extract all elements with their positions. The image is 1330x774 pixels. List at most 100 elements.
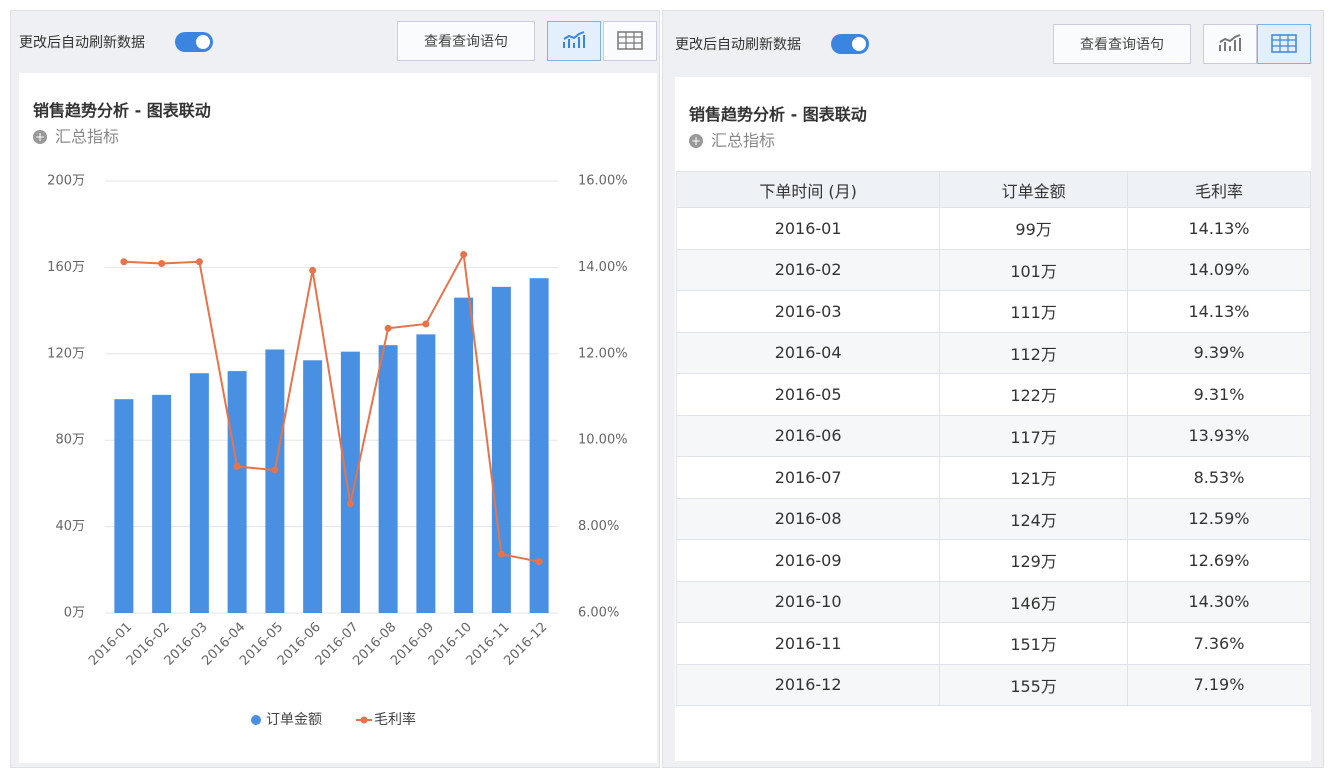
bar	[529, 278, 549, 613]
y-tick-label: 160万	[47, 260, 85, 275]
table-card: 销售趋势分析 - 图表联动 汇总指标 下单时间 (月)订单金额毛利率2016-0…	[675, 77, 1312, 761]
line-point	[120, 258, 128, 266]
line-point	[460, 250, 468, 258]
table-cell: 155万	[939, 663, 1128, 706]
toggle-label: 更改后自动刷新数据	[675, 37, 801, 53]
table-cell: 14.09%	[1126, 248, 1312, 291]
table-row: 2016-06 117万 13.93%	[675, 414, 1312, 457]
table-row: 2016-07 121万 8.53%	[675, 456, 1312, 499]
table-cell: 12.59%	[1126, 497, 1312, 540]
data-table: 下单时间 (月) 订单金额 毛利率 2016-01 99万 14.13% 2016-02 10…	[675, 171, 1312, 706]
y2-tick-label: 6.00%	[578, 606, 619, 621]
table-cell: 151万	[939, 622, 1128, 665]
bar	[416, 334, 436, 613]
bar	[378, 345, 398, 613]
y2-tick-label: 14.00%	[578, 260, 628, 275]
legend-label: 订单金额	[266, 712, 322, 728]
column-header: 订单金额	[939, 171, 1128, 208]
table-cell: 2016-10	[675, 580, 941, 623]
table-row: 2016-12 155万 7.19%	[675, 663, 1312, 706]
line-point	[422, 320, 430, 328]
table-cell: 2016-05	[675, 373, 941, 416]
legend-item: 订单金额	[251, 712, 322, 728]
table-cell: 2016-09	[675, 539, 941, 582]
line-point	[384, 324, 392, 332]
table-cell: 112万	[939, 331, 1128, 374]
table-row: 2016-03 111万 14.13%	[675, 290, 1312, 333]
toggle[interactable]	[175, 32, 213, 52]
table-cell: 122万	[939, 373, 1128, 416]
y2-tick-label: 16.00%	[578, 174, 628, 189]
table-cell: 146万	[939, 580, 1128, 623]
y-tick-label: 80万	[55, 433, 85, 448]
card-title: 销售趋势分析 - 图表联动	[33, 101, 211, 120]
table-cell: 2016-12	[675, 663, 941, 706]
legend-label: 毛利率	[374, 711, 416, 728]
chart-view-button[interactable]	[1203, 24, 1257, 64]
table-row: 2016-02 101万 14.09%	[675, 248, 1312, 291]
table-view-button[interactable]	[1257, 24, 1311, 64]
y2-tick-label: 10.00%	[578, 433, 628, 448]
table-cell: 99万	[939, 207, 1128, 250]
table-row: 2016-01 99万 14.13%	[675, 207, 1312, 250]
y-tick-label: 0万	[64, 606, 85, 621]
table-cell: 2016-03	[675, 290, 941, 333]
legend-swatch	[251, 715, 261, 725]
table-row: 2016-11 151万 7.36%	[675, 622, 1312, 665]
table-cell: 14.30%	[1126, 580, 1312, 623]
bar	[491, 286, 511, 613]
bar	[227, 371, 247, 613]
line-point	[271, 466, 279, 474]
table-cell: 9.31%	[1126, 373, 1312, 416]
table-cell: 111万	[939, 290, 1128, 333]
table-cell: 7.19%	[1126, 663, 1312, 706]
table-cell: 2016-01	[675, 207, 941, 250]
table-cell: 2016-08	[675, 497, 941, 540]
column-header: 下单时间 (月)	[675, 171, 941, 208]
left-panel: 更改后自动刷新数据 查看查询语句 销售趋势分析 - 图表联动 汇总指标	[10, 10, 660, 768]
table-cell: 121万	[939, 456, 1128, 499]
y2-tick-label: 12.00%	[578, 346, 628, 361]
table-cell: 2016-07	[675, 456, 941, 499]
toggle-label: 更改后自动刷新数据	[19, 35, 145, 51]
table-cell: 13.93%	[1126, 414, 1312, 457]
line-point	[233, 463, 241, 471]
card-title: 销售趋势分析 - 图表联动	[689, 105, 867, 124]
bar	[189, 373, 209, 613]
bar	[265, 349, 285, 613]
table-body: 2016-01 99万 14.13% 2016-02 101万 14.09% 2016-03…	[675, 207, 1312, 706]
toggle[interactable]	[831, 34, 869, 54]
table-row: 2016-09 129万 12.69%	[675, 539, 1312, 582]
table-cell: 101万	[939, 248, 1128, 291]
y-tick-label: 200万	[47, 174, 85, 189]
legend-item: 毛利率	[356, 711, 416, 728]
query-button[interactable]: 查看查询语句	[1053, 24, 1191, 64]
chart-view-button[interactable]	[547, 21, 601, 61]
bar	[454, 297, 474, 613]
table-cell: 14.13%	[1126, 207, 1312, 250]
line	[123, 251, 540, 563]
bar	[340, 351, 360, 613]
summary-button[interactable]: 汇总指标	[33, 123, 119, 147]
header-row: 下单时间 (月) 订单金额 毛利率	[675, 171, 1312, 208]
table-row: 2016-04 112万 9.39%	[675, 331, 1312, 374]
line-point	[309, 266, 317, 274]
chart: 0万 40万 80万 120万 160万 200万 6.00% 8.00% 10.00% 12.0…	[47, 174, 628, 729]
bar	[114, 399, 134, 613]
y2-tick-label: 8.00%	[578, 519, 619, 534]
table-cell: 12.69%	[1126, 539, 1312, 582]
table-cell: 14.13%	[1126, 290, 1312, 333]
line-point	[497, 550, 505, 558]
legend-swatch	[360, 716, 368, 724]
line-point	[346, 500, 354, 508]
table-view-button[interactable]	[603, 21, 657, 61]
table-cell: 117万	[939, 414, 1128, 457]
query-button[interactable]: 查看查询语句	[397, 21, 535, 61]
table-cell: 2016-06	[675, 414, 941, 457]
table-cell: 129万	[939, 539, 1128, 582]
table-row: 2016-10 146万 14.30%	[675, 580, 1312, 623]
line-point	[195, 258, 203, 266]
summary-button[interactable]: 汇总指标	[689, 127, 775, 151]
y-tick-label: 40万	[55, 519, 85, 534]
